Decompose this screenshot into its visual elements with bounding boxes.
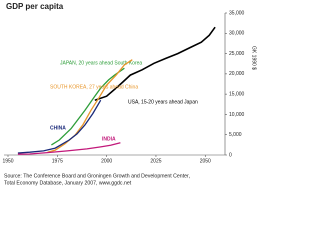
y-tick-label: 5,000 [229, 132, 242, 138]
x-tick-label: 1950 [2, 158, 13, 164]
series-label: SOUTH KOREA, 27 years ahead China [50, 84, 138, 90]
y-axis-label: GK 1990 $ [251, 46, 257, 70]
series-line [17, 99, 102, 154]
source: Source: The Conference Board and Groning… [4, 173, 190, 179]
series-line [47, 59, 133, 153]
chart-title: GDP per capita [6, 2, 64, 11]
y-tick-label: 15,000 [229, 91, 245, 97]
x-tick-label: 2000 [101, 158, 112, 164]
chart: GDP per capita GK 1990 $ Source: The Con… [2, 2, 257, 186]
x-tick-label: 2050 [200, 158, 211, 164]
series-label: JAPAN, 20 years ahead South Korea [60, 60, 142, 66]
x-tick-label: 2025 [150, 158, 161, 164]
y-tick-label: 0 [229, 152, 232, 158]
series-line [17, 142, 121, 155]
series-label: INDIA [102, 136, 116, 142]
y-tick-label: 25,000 [229, 51, 245, 57]
series-line [94, 26, 216, 101]
series-label: USA, 15-20 years ahead Japan [128, 99, 198, 105]
y-tick-label: 35,000 [229, 10, 245, 16]
series-label: CHINA [50, 125, 66, 131]
series-line [51, 67, 125, 146]
x-tick-label: 1975 [52, 158, 63, 164]
y-tick-label: 30,000 [229, 31, 245, 37]
y-tick-label: 10,000 [229, 112, 245, 118]
y-tick-label: 20,000 [229, 71, 245, 77]
source: Total Economy Database, January 2007, ww… [4, 180, 132, 186]
